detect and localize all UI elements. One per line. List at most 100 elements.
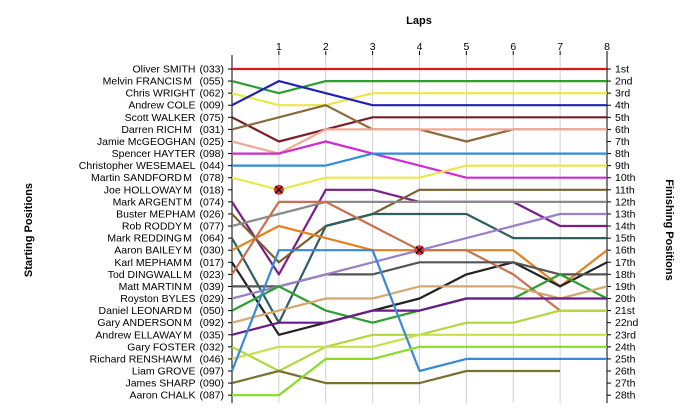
driver-number: (025) (199, 136, 224, 148)
start-label-6: Darren RICHM (031) (121, 124, 224, 136)
start-label-9: Christopher WESEMAEL (044) (79, 160, 224, 172)
driver-name: Oliver SMITH (132, 64, 195, 76)
start-label-25: Richard RENSHAWM (046) (90, 353, 224, 365)
lap-label-2: 2 (323, 41, 329, 53)
dnf-marker-1 (273, 184, 284, 195)
series-line-28 (232, 345, 607, 397)
lap-tick-labels: 1 2 3 4 5 6 7 8 (276, 41, 610, 55)
finish-label-20: 20th (615, 293, 636, 305)
driver-number: (092) (199, 317, 224, 329)
series-line-5 (231, 116, 607, 143)
driver-number: (035) (199, 329, 224, 341)
starting-position-labels: Oliver SMITH (033)Melvin FRANCISM (055)Chr… (79, 64, 224, 402)
lap-label-5: 5 (463, 41, 469, 53)
finish-label-12: 12th (615, 196, 636, 208)
finish-label-5: 5th (615, 112, 630, 124)
lap-label-6: 6 (510, 41, 516, 53)
series-line-23 (231, 297, 607, 336)
start-label-1: Oliver SMITH (033) (132, 64, 224, 76)
finish-label-7: 7th (615, 136, 630, 148)
series-lines (230, 67, 608, 397)
driver-number: (032) (199, 341, 224, 353)
driver-name: Andrew ELLAWAY (95, 329, 182, 341)
finish-label-16: 16th (615, 245, 636, 257)
driver-name: Martin SANDFORD (91, 172, 182, 184)
driver-class: M (183, 196, 192, 208)
series-line-27 (231, 369, 561, 385)
finish-label-25: 25th (615, 353, 636, 365)
series-line-25 (231, 333, 607, 360)
start-label-8: Spencer HAYTER (098) (112, 148, 224, 160)
driver-class: M (183, 317, 192, 329)
driver-name: Gary ANDERSON (97, 317, 182, 329)
driver-class: M (183, 184, 192, 196)
driver-class: M (183, 172, 192, 184)
driver-number: (046) (199, 353, 224, 365)
finish-label-9: 9th (615, 160, 630, 172)
start-label-14: Rob RODDYM (077) (122, 221, 224, 233)
chart-title: Laps (406, 15, 432, 27)
driver-class: M (183, 233, 192, 245)
driver-number: (050) (199, 305, 224, 317)
driver-name: Scott WALKER (125, 112, 196, 124)
driver-name: Karl MEPHAM (114, 257, 182, 269)
series-line-10 (231, 164, 607, 191)
driver-class: M (183, 124, 192, 136)
series-line-17 (231, 261, 608, 336)
finish-label-8: 8th (615, 148, 630, 160)
driver-name: Buster MEPHAM (116, 208, 195, 220)
start-label-3: Chris WRIGHT (062) (125, 88, 224, 100)
series-line-7 (231, 128, 607, 155)
driver-name: Daniel LEONARD (99, 305, 183, 317)
driver-name: Rob RODDY (122, 221, 182, 233)
driver-name: Darren RICH (121, 124, 182, 136)
series-line-4 (231, 79, 607, 107)
driver-number: (090) (199, 378, 224, 390)
finish-label-6: 6th (615, 124, 630, 136)
driver-class: M (183, 353, 192, 365)
start-label-7: Jamie McGEOGHAN (025) (97, 136, 224, 148)
start-label-24: Gary FOSTER (032) (127, 341, 224, 353)
driver-name: Matt MARTIN (119, 281, 182, 293)
finish-label-10: 10th (615, 172, 636, 184)
driver-name: Chris WRIGHT (125, 88, 196, 100)
driver-class: M (183, 269, 192, 281)
driver-number: (031) (199, 124, 224, 136)
finish-label-18: 18th (615, 269, 636, 281)
driver-number: (029) (199, 293, 224, 305)
finish-label-3: 3rd (615, 88, 630, 100)
lap-label-8: 8 (604, 41, 610, 53)
start-label-16: Aaron BAILEYM (030) (114, 245, 224, 257)
finish-label-27: 27th (615, 378, 636, 390)
driver-name: James SHARP (125, 378, 195, 390)
start-label-18: Tod DINGWALLM (023) (108, 269, 224, 281)
start-label-28: Aaron CHALK (087) (130, 390, 224, 402)
start-label-2: Melvin FRANCISM (055) (103, 76, 224, 88)
driver-name: Jamie McGEOGHAN (97, 136, 196, 148)
start-label-12: Mark ARGENTM (074) (113, 196, 224, 208)
driver-number: (075) (199, 112, 224, 124)
series-line-14 (231, 200, 607, 228)
start-label-26: Liam GROVE (097) (132, 366, 224, 378)
lap-label-1: 1 (276, 41, 282, 53)
driver-name: Aaron BAILEY (114, 245, 182, 257)
y-axis-title-right: Finishing Positions (663, 179, 675, 280)
series-line-3 (231, 92, 607, 107)
start-label-4: Andrew COLE (009) (128, 100, 224, 112)
driver-number: (074) (199, 196, 224, 208)
driver-number: (062) (199, 88, 224, 100)
grid (228, 55, 611, 404)
start-label-15: Mark REDDINGM (064) (107, 233, 224, 245)
finish-label-14: 14th (615, 221, 636, 233)
driver-class: M (183, 257, 192, 269)
start-label-22: Gary ANDERSONM (092) (97, 317, 224, 329)
driver-name: Aaron CHALK (130, 390, 196, 402)
driver-name: Tod DINGWALL (108, 269, 182, 281)
start-label-17: Karl MEPHAMM (017) (114, 257, 224, 269)
driver-number: (026) (199, 208, 224, 220)
finish-label-26: 26th (615, 366, 636, 378)
finish-label-19: 19th (615, 281, 636, 293)
driver-number: (055) (199, 76, 224, 88)
series-line-22 (231, 285, 608, 324)
